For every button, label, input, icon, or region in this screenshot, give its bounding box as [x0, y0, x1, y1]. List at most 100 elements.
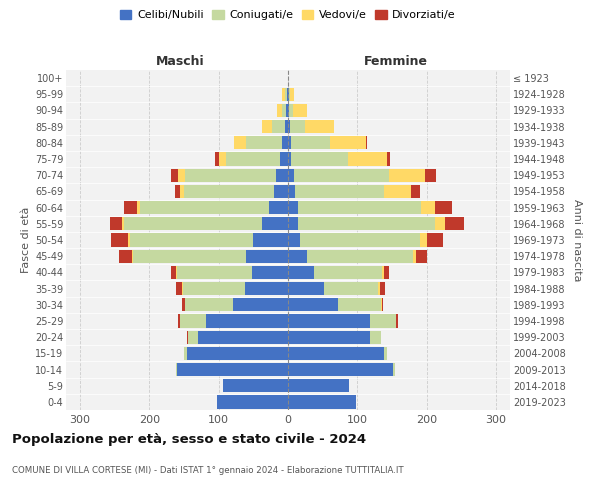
Bar — [124, 217, 262, 230]
Bar — [178, 168, 185, 182]
Bar — [293, 104, 307, 117]
Bar — [301, 234, 420, 246]
Bar — [176, 266, 177, 279]
Bar — [288, 168, 293, 182]
Bar — [394, 363, 395, 376]
Bar — [171, 266, 176, 279]
Bar — [286, 104, 288, 117]
Y-axis label: Anni di nascita: Anni di nascita — [572, 198, 583, 281]
Bar — [384, 266, 389, 279]
Bar — [288, 282, 324, 295]
Bar — [288, 234, 301, 246]
Bar — [288, 250, 307, 263]
Bar — [283, 136, 288, 149]
Y-axis label: Fasce di età: Fasce di età — [20, 207, 31, 273]
Bar — [288, 330, 370, 344]
Bar — [381, 298, 382, 312]
Bar — [305, 120, 334, 134]
Bar — [293, 168, 389, 182]
Bar — [366, 136, 367, 149]
Text: Popolazione per età, sesso e stato civile - 2024: Popolazione per età, sesso e stato civil… — [12, 432, 366, 446]
Bar — [233, 298, 288, 312]
Bar — [185, 168, 275, 182]
Bar — [288, 217, 298, 230]
Bar — [184, 346, 187, 360]
Bar — [128, 234, 130, 246]
Bar — [338, 298, 381, 312]
Bar — [378, 282, 380, 295]
Bar — [119, 250, 132, 263]
Bar — [287, 88, 288, 101]
Bar — [283, 88, 284, 101]
Bar — [370, 314, 396, 328]
Bar — [198, 330, 288, 344]
Bar — [247, 136, 283, 149]
Bar — [288, 136, 292, 149]
Bar — [275, 168, 288, 182]
Bar — [252, 266, 288, 279]
Text: Maschi: Maschi — [156, 54, 205, 68]
Bar — [172, 168, 178, 182]
Bar — [272, 120, 284, 134]
Bar — [427, 234, 443, 246]
Bar — [176, 363, 177, 376]
Bar — [289, 104, 293, 117]
Bar — [425, 168, 436, 182]
Bar — [298, 217, 435, 230]
Bar — [329, 136, 366, 149]
Bar — [288, 266, 314, 279]
Bar — [288, 88, 289, 101]
Bar — [284, 120, 288, 134]
Bar — [269, 201, 288, 214]
Bar — [187, 346, 288, 360]
Bar — [288, 363, 394, 376]
Bar — [416, 250, 427, 263]
Bar — [283, 104, 286, 117]
Bar — [292, 152, 349, 166]
Bar — [288, 314, 370, 328]
Bar — [124, 201, 137, 214]
Bar — [370, 330, 381, 344]
Bar — [253, 234, 288, 246]
Bar — [384, 185, 412, 198]
Bar — [284, 88, 287, 101]
Bar — [177, 266, 252, 279]
Bar — [288, 104, 289, 117]
Bar — [247, 250, 288, 263]
Bar — [187, 330, 188, 344]
Bar — [420, 234, 427, 246]
Bar — [184, 185, 274, 198]
Bar — [324, 282, 378, 295]
Bar — [290, 120, 305, 134]
Bar — [314, 266, 382, 279]
Bar — [122, 217, 124, 230]
Bar — [180, 314, 206, 328]
Bar — [234, 136, 247, 149]
Bar — [288, 298, 338, 312]
Bar — [288, 120, 290, 134]
Bar — [206, 314, 288, 328]
Bar — [277, 104, 283, 117]
Bar — [445, 217, 464, 230]
Bar — [217, 396, 288, 408]
Bar — [111, 234, 128, 246]
Bar — [280, 152, 288, 166]
Bar — [188, 330, 198, 344]
Bar — [289, 88, 290, 101]
Bar — [175, 185, 181, 198]
Bar — [413, 250, 416, 263]
Bar — [421, 201, 435, 214]
Bar — [382, 266, 384, 279]
Bar — [262, 217, 288, 230]
Bar — [132, 250, 133, 263]
Text: COMUNE DI VILLA CORTESE (MI) - Dati ISTAT 1° gennaio 2024 - Elaborazione TUTTITA: COMUNE DI VILLA CORTESE (MI) - Dati ISTA… — [12, 466, 404, 475]
Bar — [384, 346, 387, 360]
Bar — [290, 88, 293, 101]
Bar — [218, 152, 226, 166]
Bar — [140, 201, 269, 214]
Bar — [274, 185, 288, 198]
Bar — [177, 363, 288, 376]
Bar — [226, 152, 280, 166]
Bar — [288, 396, 356, 408]
Legend: Celibi/Nubili, Coniugati/e, Vedovi/e, Divorziati/e: Celibi/Nubili, Coniugati/e, Vedovi/e, Di… — [116, 6, 460, 25]
